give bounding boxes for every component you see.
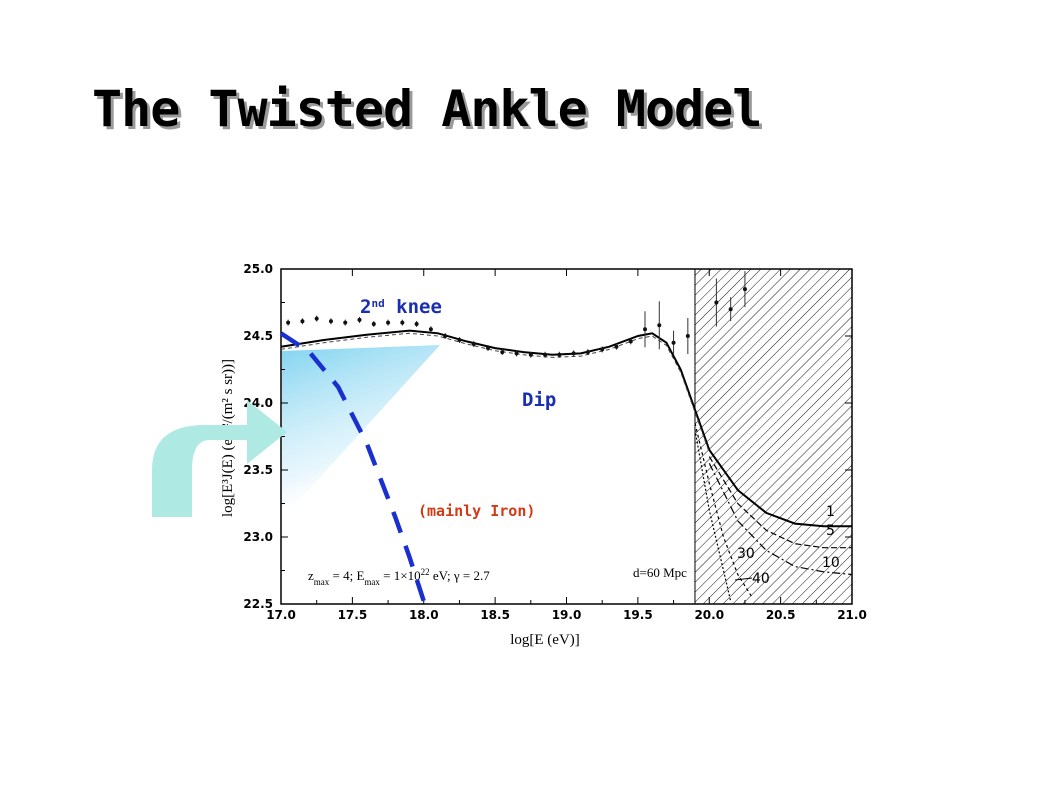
x-tick-label: 20.0: [694, 608, 724, 622]
curve-label-40: 40: [752, 571, 770, 587]
data-point: [357, 317, 362, 322]
data-point: [443, 334, 448, 338]
curve-label-10: 10: [822, 555, 840, 571]
mainly-iron-label: (mainly Iron): [418, 502, 535, 520]
data-point: [728, 307, 733, 312]
curve-label-5: 5: [826, 523, 835, 539]
data-point: [557, 352, 562, 357]
curve-label-30: 30: [737, 546, 755, 562]
data-point: [600, 347, 605, 352]
data-point: [300, 319, 305, 324]
data-point: [657, 323, 662, 328]
x-tick-label: 19.0: [552, 608, 582, 622]
x-tick-label: 20.5: [766, 608, 796, 622]
data-point: [614, 344, 619, 349]
main-model-curve: [280, 329, 711, 451]
heavy-component-dashed-line: [279, 331, 426, 602]
y-tick-label: 23.0: [243, 530, 273, 544]
data-point: [514, 351, 519, 356]
data-points: [286, 271, 747, 358]
y-tick-label: 25.0: [243, 262, 273, 276]
data-point: [371, 321, 376, 326]
x-axis-label: log[E (eV)]: [510, 632, 580, 648]
x-ticks: 17.0 17.5 18.0 18.5 19.0 19.5 20.0 20.5 21.0: [266, 269, 867, 622]
data-point: [628, 339, 633, 344]
x-tick-label: 18.0: [409, 608, 439, 622]
curve-series-5: [708, 456, 852, 549]
y-tick-label: 23.5: [243, 463, 273, 477]
data-point: [428, 327, 433, 332]
main-model-curve-alt: [280, 332, 710, 453]
data-point: [528, 352, 533, 357]
data-point: [685, 334, 690, 338]
curve-series-1: [708, 449, 852, 528]
data-point: [643, 327, 648, 332]
x-tick-label: 21.0: [837, 608, 867, 622]
curve-series-10: [708, 463, 853, 576]
data-point: [742, 287, 747, 292]
data-point: [543, 352, 548, 357]
heavy-component-fill: [282, 345, 440, 505]
data-point: [671, 340, 676, 345]
data-point: [485, 346, 490, 351]
y-tick-label: 22.5: [243, 597, 273, 611]
y-ticks: 22.523.023.524.024.525.0: [243, 262, 852, 611]
x-tick-label: 19.5: [623, 608, 653, 622]
x-tick-label: 17.5: [338, 608, 368, 622]
curve-label-1: 1: [826, 504, 835, 520]
data-point: [400, 320, 405, 325]
data-point: [343, 320, 348, 325]
data-point: [714, 300, 719, 305]
curve-series-40: [694, 429, 732, 602]
data-point: [500, 350, 505, 355]
dip-label: Dip: [522, 389, 556, 411]
x-tick-label: 17.0: [266, 608, 296, 622]
data-point: [386, 320, 391, 325]
data-point: [286, 320, 291, 325]
parameters-note: zmax = 4; Emax = 1×1022 eV; γ = 2.7: [308, 567, 490, 587]
data-point: [414, 321, 419, 326]
hatched-region: [694, 268, 853, 605]
data-point: [328, 319, 333, 324]
data-point: [457, 338, 462, 343]
data-point: [314, 316, 319, 321]
curve-40-pointer: [734, 577, 753, 581]
model-curves: [280, 329, 853, 602]
distance-note: d=60 Mpc: [633, 565, 687, 580]
data-point: [471, 342, 476, 347]
twist-arrow-icon: [152, 400, 287, 517]
slide-title: The Twisted Ankle Model: [92, 80, 762, 138]
y-tick-label: 24.5: [243, 329, 273, 343]
second-knee-label: 2nd knee: [360, 296, 442, 318]
data-point: [585, 350, 590, 355]
data-point: [571, 351, 576, 356]
x-tick-label: 18.5: [480, 608, 510, 622]
